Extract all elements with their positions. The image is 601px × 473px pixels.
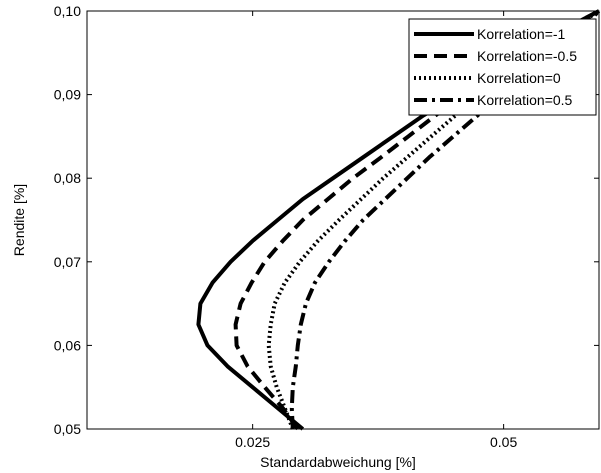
- legend-label-0: Korrelation=-1: [477, 26, 566, 42]
- y-tick-label: 0,09: [54, 87, 81, 103]
- legend-label-3: Korrelation=0.5: [477, 92, 573, 108]
- legend-label-2: Korrelation=0: [477, 70, 561, 86]
- x-tick-label: 0.05: [490, 434, 517, 450]
- x-axis-label: Standardabweichung [%]: [260, 454, 416, 470]
- legend: Korrelation=-1 Korrelation=-0.5 Korrelatio…: [408, 18, 597, 116]
- legend-label-1: Korrelation=-0.5: [477, 48, 577, 64]
- x-tick-label: 0.025: [235, 434, 270, 450]
- y-tick-label: 0,10: [54, 3, 81, 19]
- x-axis-ticks: 0.025 0.05: [235, 11, 517, 450]
- series-line-3: [289, 9, 601, 430]
- legend-items: Korrelation=-1 Korrelation=-0.5 Korrelatio…: [414, 26, 577, 108]
- y-axis-label: Rendite [%]: [11, 184, 27, 256]
- y-tick-label: 0,06: [54, 337, 81, 353]
- y-tick-label: 0,08: [54, 170, 81, 186]
- y-tick-label: 0,07: [54, 254, 81, 270]
- series-line-1: [233, 9, 600, 431]
- series-line-2: [266, 9, 601, 430]
- y-tick-label: 0,05: [54, 421, 81, 437]
